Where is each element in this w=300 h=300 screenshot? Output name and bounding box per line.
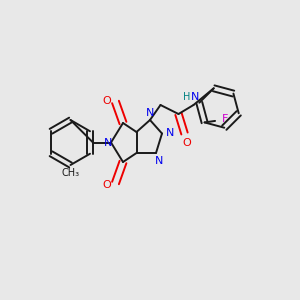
Text: O: O bbox=[102, 179, 111, 190]
Text: N: N bbox=[146, 107, 154, 118]
Text: N: N bbox=[155, 156, 163, 167]
Text: N: N bbox=[191, 92, 199, 103]
Text: CH₃: CH₃ bbox=[61, 167, 80, 178]
Text: F: F bbox=[222, 114, 228, 124]
Text: N: N bbox=[166, 128, 175, 139]
Text: O: O bbox=[182, 137, 191, 148]
Text: O: O bbox=[102, 95, 111, 106]
Text: H: H bbox=[183, 92, 190, 103]
Text: N: N bbox=[104, 137, 112, 148]
